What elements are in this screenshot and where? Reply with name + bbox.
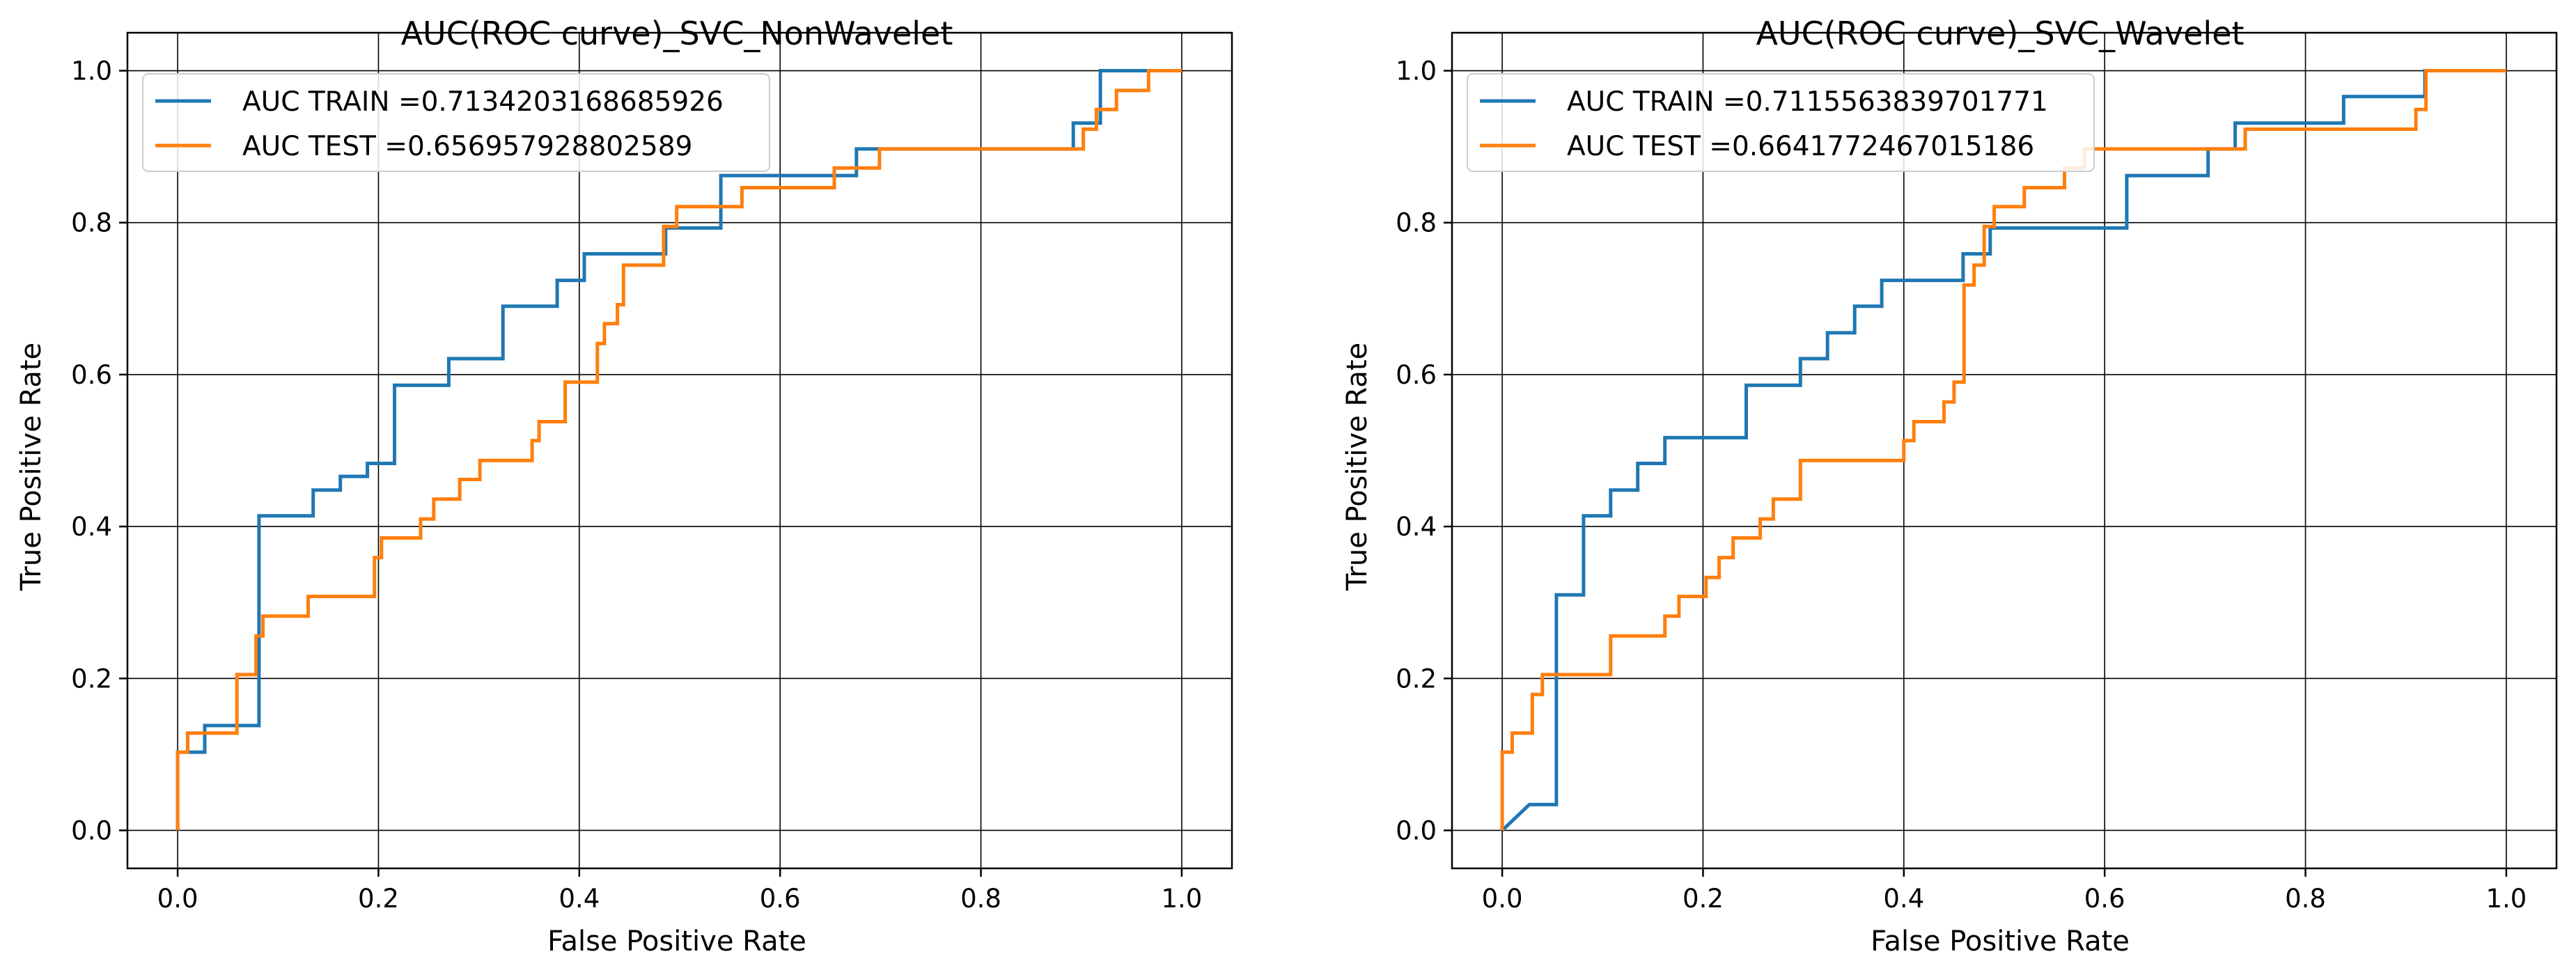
y-tick-label: 0.4: [71, 512, 112, 542]
x-tick-label: 1.0: [2485, 884, 2527, 914]
y-tick-label: 0.4: [1396, 512, 1437, 542]
legend-box: [1467, 73, 2095, 172]
y-tick-label: 1.0: [1396, 56, 1437, 86]
x-tick-label: 0.2: [1683, 884, 1724, 914]
y-tick-label: 0.6: [71, 360, 112, 390]
x-tick-label: 0.4: [559, 884, 600, 914]
y-tick-label: 0.2: [1396, 664, 1437, 694]
series-line-test: [175, 69, 1182, 831]
x-tick-label: 0.8: [2285, 884, 2326, 914]
legend-label-train: AUC TRAIN =0.7134203168685926: [242, 86, 724, 118]
x-axis-label: False Positive Rate: [1871, 925, 2130, 958]
x-tick-label: 0.6: [2084, 884, 2125, 914]
y-tick-label: 0.8: [1396, 208, 1437, 238]
x-tick-label: 0.4: [1883, 884, 1924, 914]
x-tick-label: 0.0: [1482, 884, 1523, 914]
y-axis-label: True Positive Rate: [15, 343, 47, 591]
legend-label-train: AUC TRAIN =0.7115563839701771: [1567, 86, 2048, 118]
y-tick-label: 0.8: [71, 208, 112, 238]
y-tick-labels: 0.0 0.2 0.4 0.6 0.8 1.0: [1396, 56, 1452, 845]
y-axis-label: True Positive Rate: [1341, 343, 1373, 591]
plot-frame: [1451, 31, 2558, 870]
x-tick-label: 0.2: [358, 884, 399, 914]
legend-label-test: AUC TEST =0.656957928802589: [242, 131, 692, 162]
chart-panel-nonwavelet: AUC(ROC curve)_SVC_NonWavelet False Posi…: [15, 15, 1233, 958]
y-tick-label: 0.2: [71, 664, 112, 694]
x-tick-label: 0.8: [960, 884, 1001, 914]
y-tick-label: 1.0: [71, 56, 112, 86]
y-tick-label: 0.0: [71, 815, 112, 845]
x-tick-label: 0.6: [760, 884, 801, 914]
legend-label-test: AUC TEST =0.6641772467015186: [1567, 131, 2034, 162]
x-tick-labels: 0.0 0.2 0.4 0.6 0.8 1.0: [157, 868, 1202, 914]
y-tick-label: 0.6: [1396, 360, 1437, 390]
legend: AUC TRAIN =0.7115563839701771 AUC TEST =…: [1467, 73, 2095, 172]
legend-box: [142, 73, 770, 172]
chart-panel-wavelet: AUC(ROC curve)_SVC_Wavelet False Positiv…: [1341, 15, 2558, 958]
plot-frame: [126, 31, 1233, 870]
legend: AUC TRAIN =0.7134203168685926 AUC TEST =…: [142, 73, 770, 172]
x-axis-label: False Positive Rate: [547, 925, 806, 958]
x-tick-labels: 0.0 0.2 0.4 0.6 0.8 1.0: [1482, 868, 2527, 914]
grid: [127, 33, 1232, 868]
series-lines: [175, 69, 1182, 831]
y-tick-labels: 0.0 0.2 0.4 0.6 0.8 1.0: [71, 56, 127, 845]
x-tick-label: 1.0: [1161, 884, 1202, 914]
y-tick-label: 0.0: [1396, 815, 1437, 845]
x-tick-label: 0.0: [157, 884, 198, 914]
